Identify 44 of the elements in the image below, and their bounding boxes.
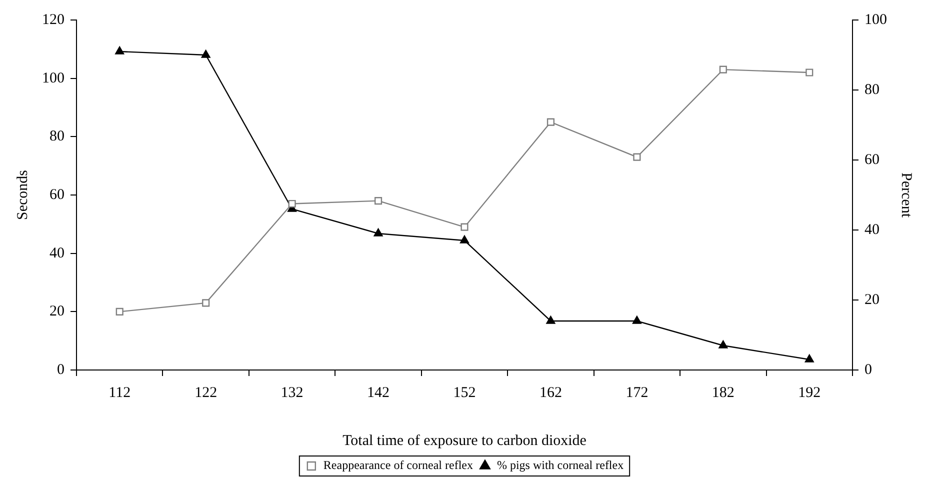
y2-tick-label: 60 <box>864 152 880 168</box>
point <box>632 316 642 324</box>
legend-label: % pigs with corneal reflex <box>496 458 624 472</box>
point <box>115 46 124 54</box>
point <box>460 235 469 244</box>
point <box>546 118 555 126</box>
y2-tick-label: 40 <box>864 222 880 238</box>
y2-tick-label: 80 <box>864 82 880 98</box>
x-tick-label: 162 <box>539 384 562 401</box>
x-tick-label: 142 <box>367 384 390 401</box>
x-tick-label: 182 <box>712 384 734 401</box>
x-tick-label: 122 <box>194 384 218 401</box>
point <box>806 68 814 76</box>
point <box>804 354 814 362</box>
y-tick-label: 0 <box>57 362 64 378</box>
y-tick-label: 40 <box>50 245 64 262</box>
y-tick-label: 120 <box>42 12 64 28</box>
point <box>460 223 468 231</box>
y-tick-label: 20 <box>50 304 64 320</box>
y2-axis-title: Percent <box>898 172 914 218</box>
y2-tick-label: 20 <box>864 292 880 308</box>
point <box>116 308 124 316</box>
y-axis-title: Seconds <box>14 170 31 220</box>
point <box>633 153 641 161</box>
point <box>719 66 727 74</box>
legend-label: Reappearance of corneal reflex <box>323 458 473 472</box>
point <box>201 50 210 58</box>
point <box>546 316 556 324</box>
y-tick-label: 100 <box>42 70 64 86</box>
x-axis-title: Total time of exposure to carbon dioxide <box>342 432 587 449</box>
point <box>202 299 210 307</box>
x-tick-label: 152 <box>453 384 476 401</box>
point <box>288 200 296 208</box>
point <box>718 340 728 348</box>
point <box>374 197 382 205</box>
x-tick-label: 112 <box>108 384 131 401</box>
y-tick-label: 60 <box>50 186 64 203</box>
x-tick-label: 172 <box>626 384 648 401</box>
y-tick-label: 80 <box>50 128 64 145</box>
x-tick-label: 132 <box>280 384 304 401</box>
x-tick-label: 192 <box>798 384 821 401</box>
y2-tick-label: 0 <box>864 362 872 378</box>
point <box>374 228 383 236</box>
y2-tick-label: 100 <box>864 12 887 28</box>
